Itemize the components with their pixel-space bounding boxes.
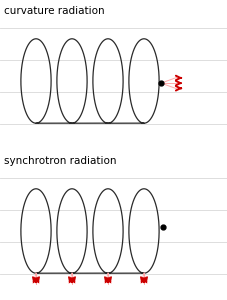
Text: curvature radiation: curvature radiation [4, 6, 104, 16]
Text: synchrotron radiation: synchrotron radiation [4, 156, 116, 166]
